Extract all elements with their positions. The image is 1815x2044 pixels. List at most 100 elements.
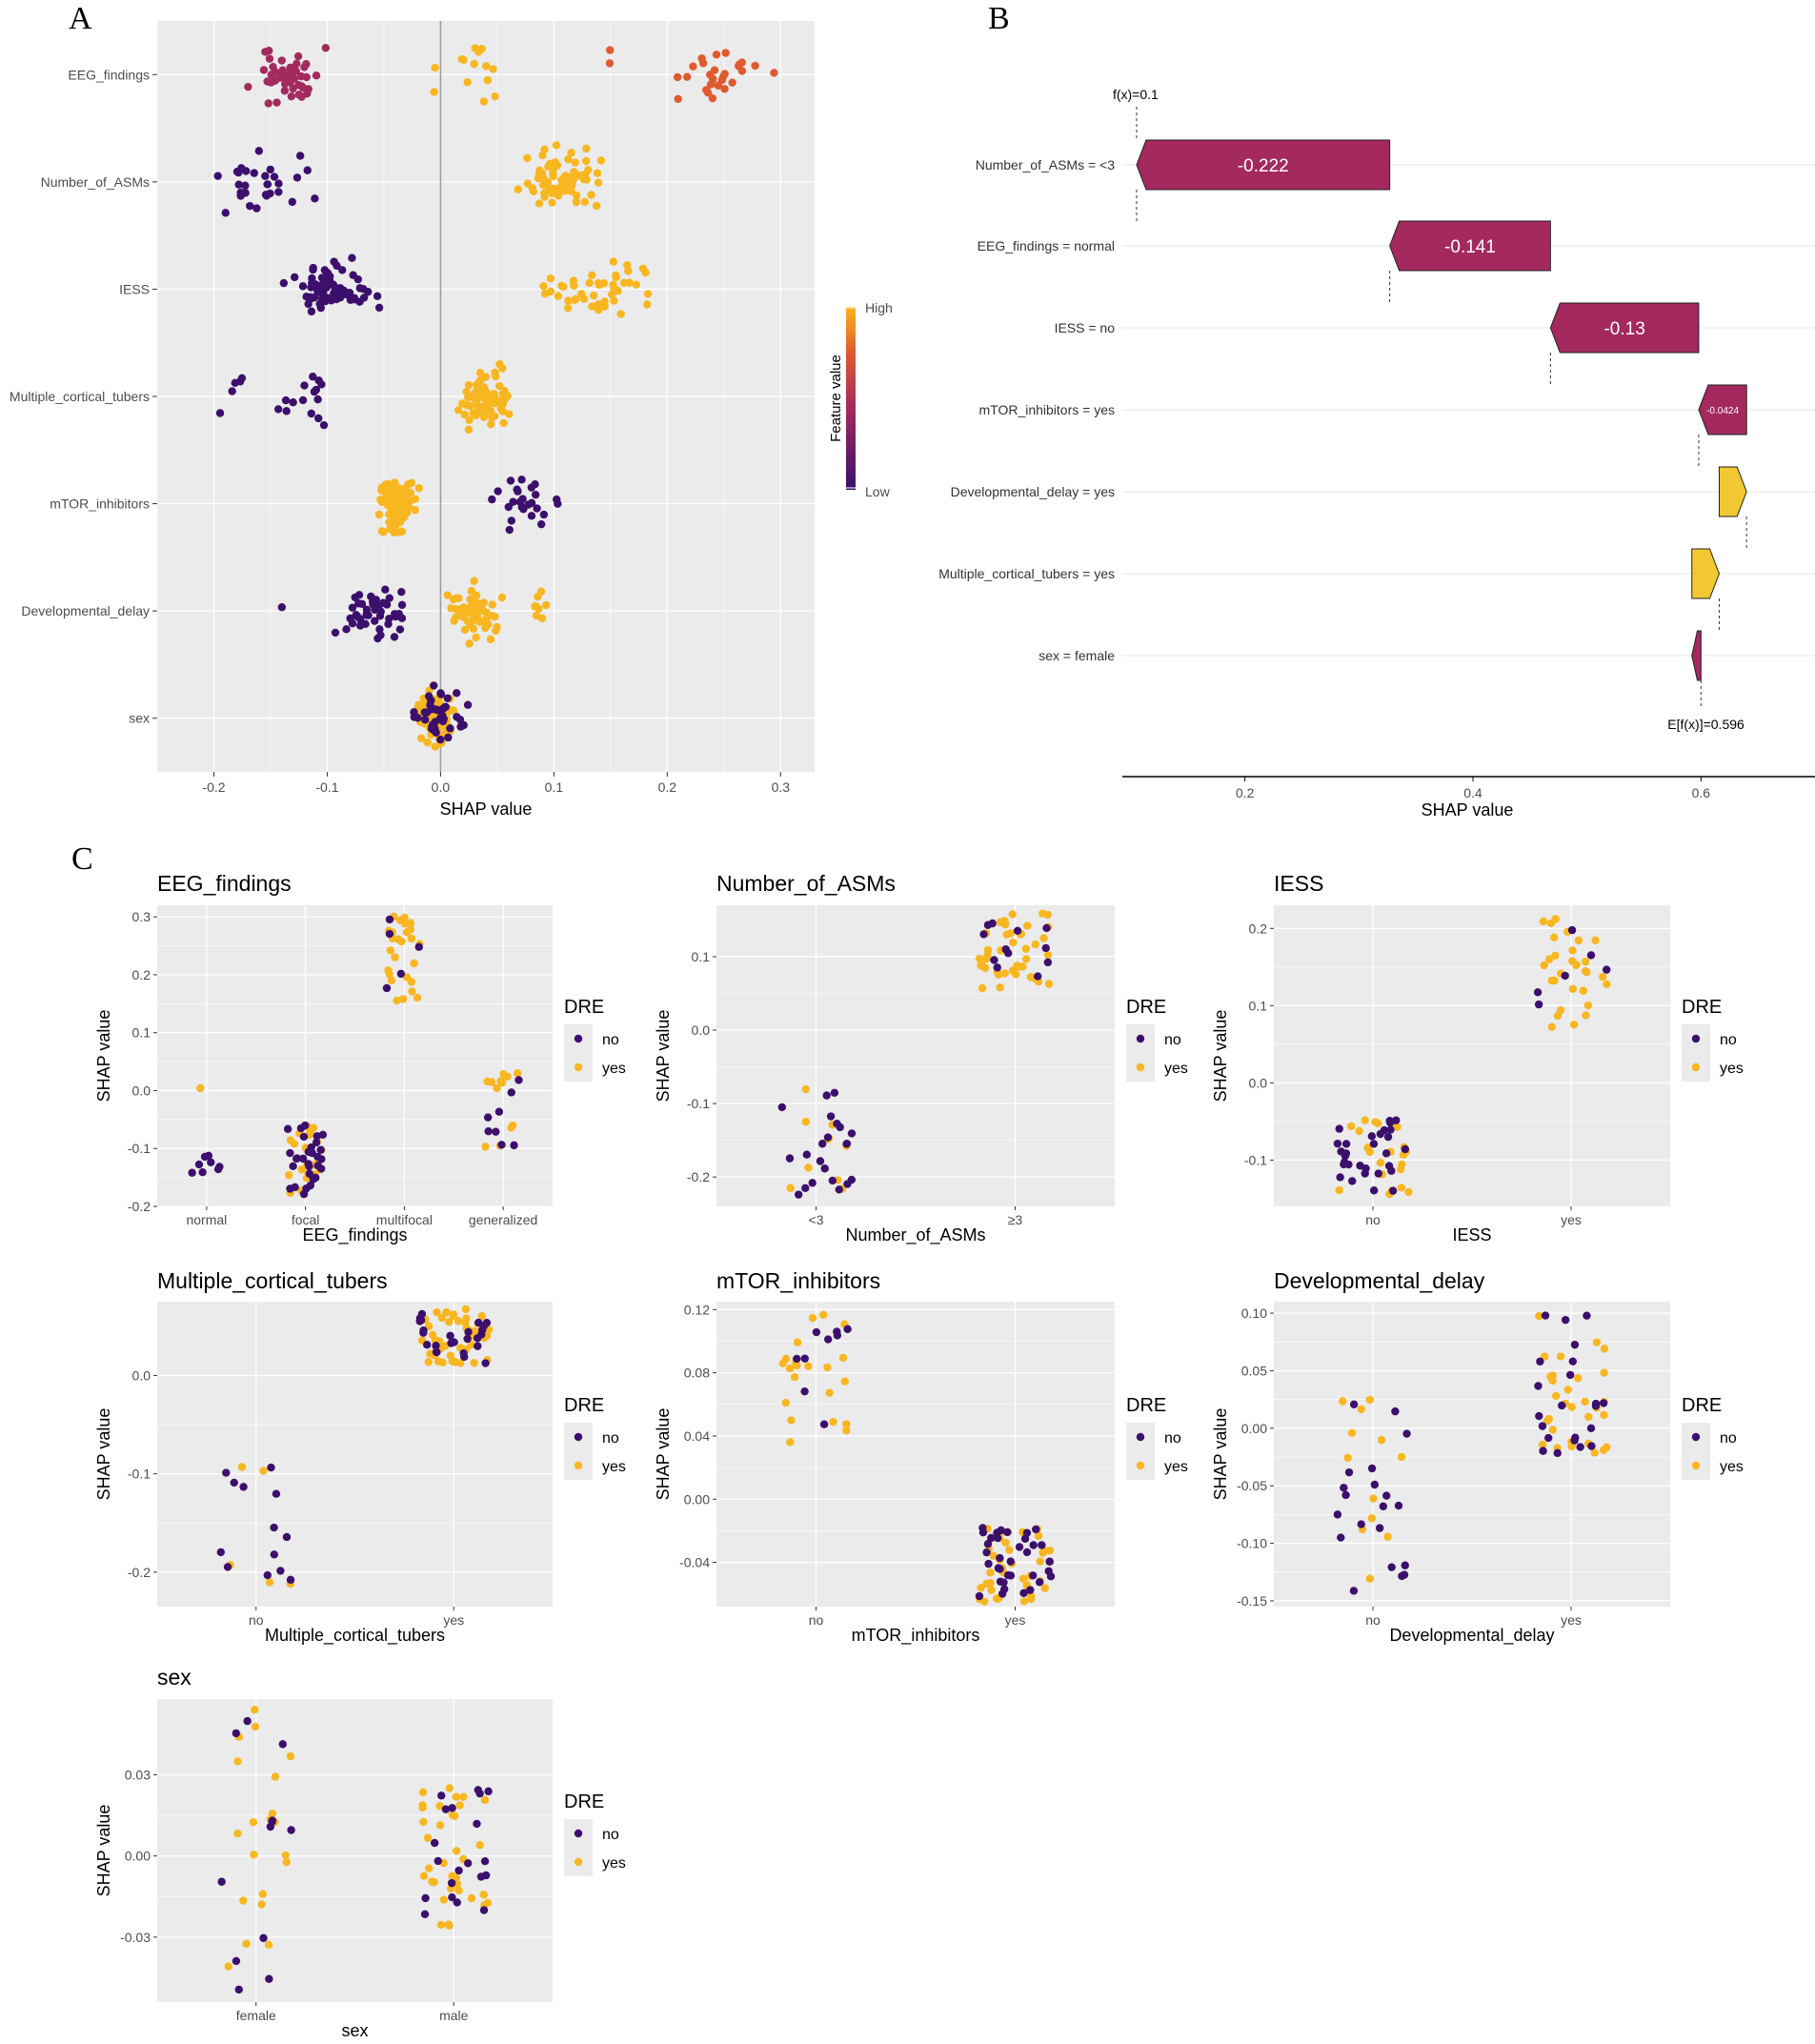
panel-b-bar-value: -0.141 xyxy=(1444,237,1496,257)
legend-no-label: no xyxy=(1720,1032,1737,1048)
panel-a-point xyxy=(384,619,393,629)
panel-a-feature-label: Developmental_delay xyxy=(21,603,150,618)
panel-a-point xyxy=(280,87,290,95)
dre-no-point xyxy=(1392,1116,1401,1124)
panel-a-point xyxy=(479,606,488,616)
panel-a-point xyxy=(277,603,287,612)
panel-a-point xyxy=(708,93,717,103)
panel-a-point xyxy=(298,83,308,92)
panel-a-feature-label: EEG_findings xyxy=(68,67,150,82)
panel-a-point xyxy=(392,612,400,621)
panel-a-point xyxy=(390,633,399,641)
dre-no-point xyxy=(1022,1548,1032,1557)
dre-no-point xyxy=(988,919,997,928)
dre-no-point xyxy=(234,1985,243,1994)
dre-no-point xyxy=(1570,1340,1580,1349)
dre-yes-point xyxy=(1026,973,1036,982)
legend-yes-swatch xyxy=(574,1461,583,1470)
dre-yes-point xyxy=(1551,951,1560,961)
dre-no-point xyxy=(484,1126,493,1136)
dre-no-point xyxy=(1367,1464,1377,1473)
dre-yes-point xyxy=(1591,936,1600,945)
dre-no-point xyxy=(1045,1557,1054,1566)
dre-no-point xyxy=(1369,1140,1379,1148)
legend-title: DRE xyxy=(1126,1395,1166,1416)
subplot-category-label: yes xyxy=(1561,1212,1582,1227)
panel-a-point xyxy=(472,591,481,599)
dre-yes-point xyxy=(1369,1494,1378,1503)
panel-a-point xyxy=(540,189,549,197)
dre-no-point xyxy=(983,1540,993,1548)
panel-a-point xyxy=(470,59,478,69)
dre-no-point xyxy=(497,1141,506,1149)
panel-a-point xyxy=(353,613,362,621)
legend-no-swatch xyxy=(1691,1432,1701,1442)
dre-no-point xyxy=(994,1564,1003,1572)
panel-a-point xyxy=(317,293,327,303)
panel-a-point xyxy=(536,519,546,529)
dre-yes-point xyxy=(1603,980,1611,989)
dre-no-point xyxy=(1381,1149,1391,1158)
dre-no-point xyxy=(812,1327,821,1337)
panel-a-point xyxy=(495,381,504,391)
dre-no-point xyxy=(316,1145,325,1154)
panel-a-point xyxy=(407,478,416,487)
dre-yes-point xyxy=(1044,980,1054,988)
panel-a-point xyxy=(475,617,484,626)
panel-a-point xyxy=(327,296,335,305)
subplot-y-axis-title: SHAP value xyxy=(654,1010,673,1103)
dre-yes-point xyxy=(786,1438,795,1447)
legend-yes-swatch xyxy=(1136,1062,1145,1072)
dre-yes-point xyxy=(1006,929,1015,938)
panel-a-point xyxy=(274,179,283,188)
panel-a-point xyxy=(587,191,595,199)
dre-yes-point xyxy=(470,1359,478,1367)
panel-a-point xyxy=(213,172,222,180)
dre-yes-point xyxy=(242,1939,251,1949)
dre-yes-point xyxy=(787,1416,796,1425)
subplot-ytick-label: 0.00 xyxy=(1241,1421,1267,1436)
dre-yes-point xyxy=(1339,1397,1347,1406)
panel-a-point xyxy=(609,257,618,266)
subplot-category-label: no xyxy=(1365,1612,1381,1628)
dre-yes-point xyxy=(445,1784,454,1792)
dre-yes-point xyxy=(1023,921,1032,930)
panel-a-point xyxy=(391,516,400,526)
panel-a-point xyxy=(524,500,533,509)
dre-yes-point xyxy=(452,1847,461,1855)
panel-a-point xyxy=(424,692,434,700)
dre-no-point xyxy=(419,1326,428,1335)
panel-a-point xyxy=(582,175,591,184)
panel-a-xtick-label: 0.1 xyxy=(545,779,564,795)
subplot-category-label: yes xyxy=(1561,1612,1582,1628)
dre-yes-point xyxy=(1355,1126,1363,1136)
dre-no-point xyxy=(1035,1578,1044,1587)
dre-no-point xyxy=(432,1341,440,1350)
dre-yes-point xyxy=(224,1962,232,1971)
panel-a-point xyxy=(398,514,407,523)
panel-a-point xyxy=(291,273,299,282)
panel-a-point xyxy=(551,158,559,167)
dre-no-point xyxy=(842,1140,851,1148)
panel-a-point xyxy=(517,476,526,484)
panel-a-feature-label: Number_of_ASMs xyxy=(41,174,150,190)
panel-a-point xyxy=(317,380,326,389)
panel-a-point xyxy=(302,293,311,301)
panel-a-point xyxy=(463,617,473,626)
subplot-background xyxy=(157,1302,553,1607)
panel-a-xtick-label: 0.2 xyxy=(658,779,677,795)
dre-no-point xyxy=(1401,1144,1410,1154)
dre-yes-point xyxy=(842,1420,851,1428)
dre-yes-point xyxy=(418,1801,427,1810)
panel-a-point xyxy=(464,393,473,402)
dre-no-point xyxy=(987,1533,996,1543)
panel-a-point xyxy=(497,593,507,602)
panel-a-point xyxy=(708,74,717,83)
dre-no-point xyxy=(316,1164,326,1173)
dre-yes-point xyxy=(386,946,394,955)
panel-a-point xyxy=(495,359,504,369)
panel-b-fx-label: f(x)=0.1 xyxy=(1113,87,1159,102)
panel-a-point xyxy=(697,54,706,63)
panel-a-point xyxy=(322,283,331,292)
legend-key-background xyxy=(1126,1024,1155,1082)
